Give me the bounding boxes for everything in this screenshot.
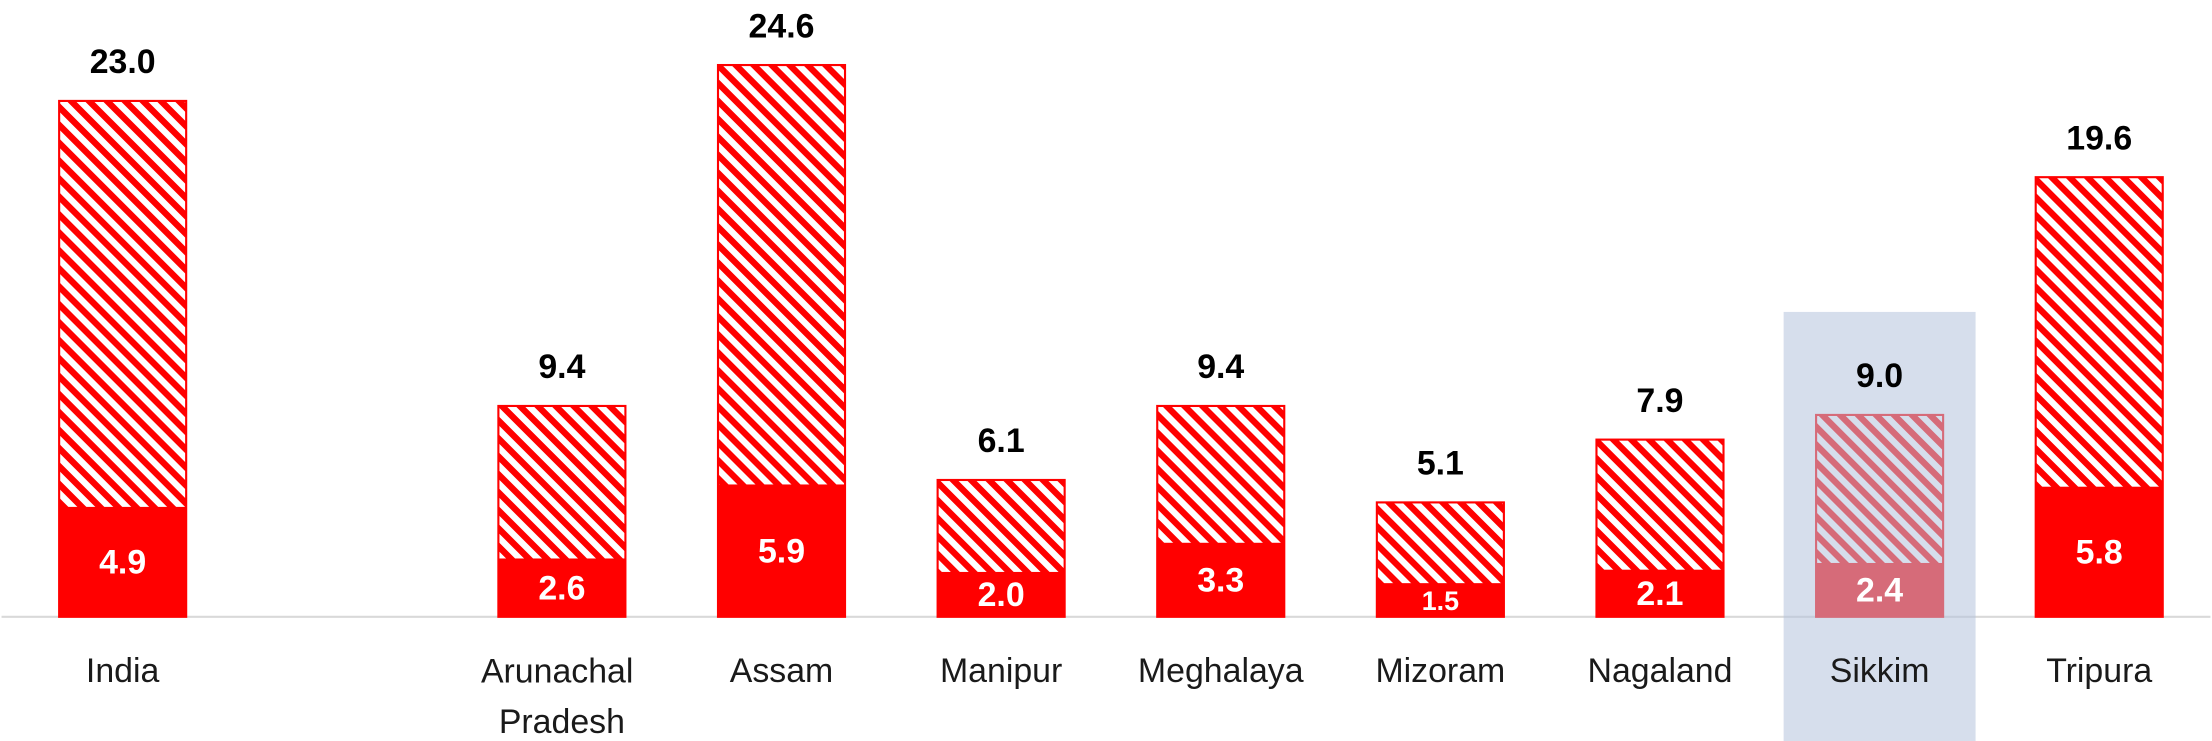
total-label: 6.1 — [978, 422, 1025, 460]
bar — [1376, 583, 1504, 617]
x-tick-label: Tripura — [2046, 652, 2152, 690]
highlight-band — [1783, 311, 1976, 741]
value-label: 2.0 — [978, 576, 1025, 614]
value-label: 3.3 — [1197, 562, 1244, 600]
total-label: 24.6 — [749, 7, 815, 45]
total-label: 7.9 — [1636, 382, 1683, 420]
x-tick-label: Arunachal Pradesh — [481, 652, 643, 741]
bar — [1596, 569, 1724, 617]
x-tick-label: Manipur — [940, 652, 1062, 690]
value-label: 1.5 — [1422, 586, 1459, 616]
total-label: 23.0 — [90, 43, 156, 81]
x-tick-label: Sikkim — [1830, 652, 1930, 690]
x-tick-label: Mizoram — [1375, 652, 1505, 690]
bar — [717, 484, 846, 617]
value-label: 4.9 — [99, 544, 146, 582]
total-label: 19.6 — [2066, 119, 2132, 157]
total-label: 9.0 — [1856, 357, 1903, 395]
bar — [2035, 486, 2163, 617]
x-tick-label: India — [86, 652, 160, 690]
value-label: 2.6 — [538, 569, 585, 607]
bar — [498, 558, 626, 617]
bar — [59, 506, 187, 617]
value-label: 2.4 — [1856, 572, 1903, 610]
total-label: 9.4 — [538, 348, 585, 386]
x-tick-label: Meghalaya — [1138, 652, 1304, 690]
x-tick-label: Assam — [730, 652, 833, 690]
x-tick-label: Nagaland — [1588, 652, 1733, 690]
value-label: 5.8 — [2076, 534, 2123, 572]
value-label: 5.9 — [758, 532, 805, 570]
bar — [1157, 542, 1285, 617]
bar — [937, 571, 1065, 617]
value-label: 2.1 — [1636, 575, 1683, 613]
total-label: 5.1 — [1417, 445, 1464, 483]
total-label: 9.4 — [1197, 348, 1244, 386]
